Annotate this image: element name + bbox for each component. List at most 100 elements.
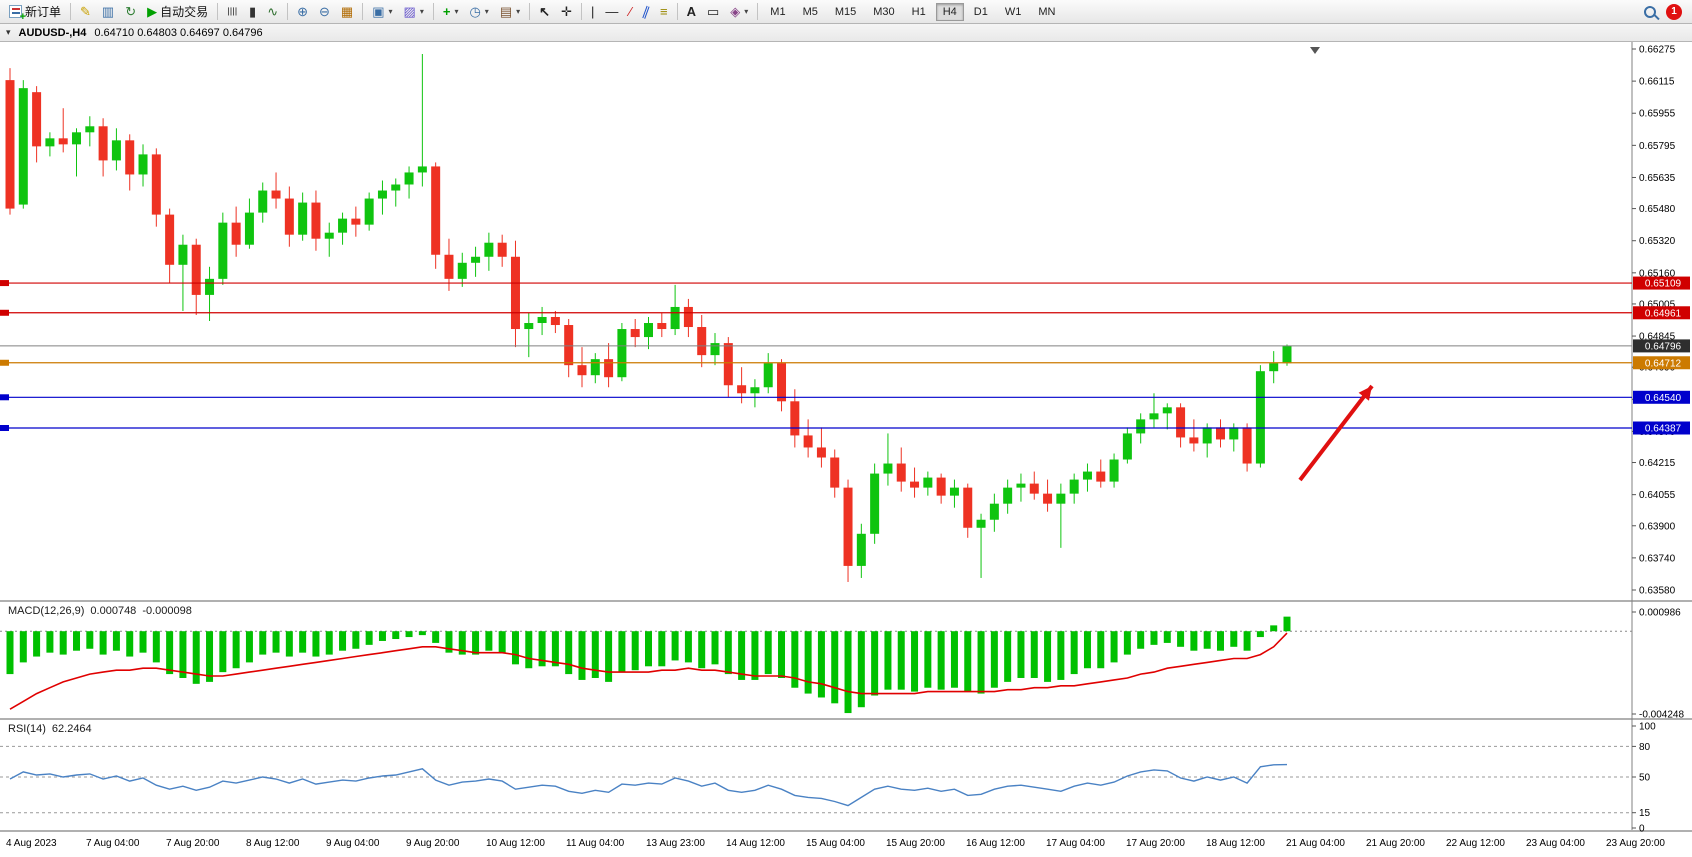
svg-text:7 Aug 20:00: 7 Aug 20:00 <box>166 838 220 849</box>
chart-symbol-period: AUDUSD-,H4 <box>18 26 87 39</box>
hline-0.64712[interactable]: 0.64712 <box>0 356 1690 370</box>
search-icon[interactable] <box>1644 5 1656 18</box>
svg-text:0.64845: 0.64845 <box>1639 332 1676 343</box>
tile-windows-icon: ▦ <box>340 4 354 19</box>
svg-text:0.63580: 0.63580 <box>1639 586 1676 597</box>
svg-text:0.64055: 0.64055 <box>1639 490 1676 501</box>
dropdown-arrow-icon[interactable]: ▾ <box>516 7 521 16</box>
svg-text:17 Aug 04:00: 17 Aug 04:00 <box>1046 838 1105 849</box>
svg-text:0: 0 <box>1639 824 1645 835</box>
toolbar-buttons: 新订单✎▥↻▶自动交易≣▮∿⊕⊖▦▣▾▨▾+▾◷▾▤▾↖✛|—∕∥≡A▭◈▾M1… <box>4 0 1063 23</box>
panel-separator[interactable] <box>0 718 1692 720</box>
dropdown-arrow-icon[interactable]: ▾ <box>419 7 424 16</box>
svg-text:0.65480: 0.65480 <box>1639 204 1676 215</box>
text-label-button[interactable]: ▭ <box>702 2 724 22</box>
svg-text:10 Aug 12:00: 10 Aug 12:00 <box>486 838 545 849</box>
profiles-button[interactable]: ▨ ▾ <box>399 2 429 22</box>
panel-separator[interactable] <box>0 830 1692 832</box>
toolbar-separator <box>217 3 219 20</box>
arrows-button[interactable]: ◈ ▾ <box>725 2 753 22</box>
svg-text:0.64540: 0.64540 <box>1645 393 1682 404</box>
svg-text:0.65109: 0.65109 <box>1645 279 1682 290</box>
timeframe-button-h4[interactable]: H4 <box>935 2 964 21</box>
line-chart-button[interactable]: ∿ <box>262 2 283 22</box>
trendline-button[interactable]: ∕ <box>624 2 636 22</box>
svg-text:14 Aug 12:00: 14 Aug 12:00 <box>726 838 785 849</box>
market-watch-icon: ▥ <box>101 4 115 19</box>
timeframe-button-d1[interactable]: D1 <box>973 5 988 18</box>
macd-signal-line <box>9 632 1288 710</box>
svg-text:9 Aug 04:00: 9 Aug 04:00 <box>326 838 380 849</box>
timeframe-button-m30[interactable]: M30 <box>873 5 895 18</box>
notification-badge[interactable]: 1 <box>1666 3 1682 20</box>
auto-trading-button[interactable]: ▶ 自动交易 <box>142 2 213 22</box>
refresh-button[interactable]: ↻ <box>120 2 141 22</box>
metaeditor-button[interactable]: ✎ <box>75 2 96 22</box>
hline-0.64961[interactable]: 0.64961 <box>0 306 1690 320</box>
timeframe-button-h1[interactable]: H1 <box>911 5 926 18</box>
svg-text:21 Aug 04:00: 21 Aug 04:00 <box>1286 838 1345 849</box>
dropdown-arrow-icon[interactable]: ▾ <box>484 7 489 16</box>
timeframe-button-m5[interactable]: M5 <box>802 5 818 18</box>
horizontal-line-icon: — <box>605 4 619 19</box>
chart-shift-marker[interactable] <box>1310 47 1320 54</box>
vertical-line-button[interactable]: | <box>586 2 599 22</box>
current-price-line: 0.64796 <box>0 339 1690 353</box>
new-order-button[interactable]: 新订单 <box>4 2 66 23</box>
timeframe-button-w1[interactable]: W1 <box>1004 5 1022 18</box>
vertical-line-icon: | <box>590 4 595 19</box>
rsi-panel: 100 80 50 15 0 <box>0 722 1656 835</box>
dropdown-arrow-icon[interactable]: ▾ <box>388 7 393 16</box>
macd-panel: 0.000986 -0.004248 <box>0 608 1684 721</box>
cursor-button[interactable]: ↖ <box>534 2 555 22</box>
svg-text:23 Aug 20:00: 23 Aug 20:00 <box>1606 838 1665 849</box>
crosshair-icon: ✛ <box>561 4 572 19</box>
timeframe-button-mn[interactable]: MN <box>1038 5 1056 18</box>
text-button[interactable]: A <box>682 2 701 22</box>
hline-0.65109[interactable]: 0.65109 <box>0 276 1690 290</box>
toolbar-separator <box>432 3 434 20</box>
arrow-objects-icon: ◈ <box>730 4 741 19</box>
svg-text:15 Aug 04:00: 15 Aug 04:00 <box>806 838 865 849</box>
zoom-in-button[interactable]: ⊕ <box>292 2 313 22</box>
panel-separator[interactable] <box>0 600 1692 602</box>
candlestick-chart-button[interactable]: ▮ <box>244 2 261 22</box>
auto-trading-button-label: 自动交易 <box>160 5 209 19</box>
periods-button[interactable]: ◷ ▾ <box>464 2 493 22</box>
dropdown-arrow-icon[interactable]: ▾ <box>744 7 749 16</box>
timeframe-button-m15[interactable]: M15 <box>834 5 857 18</box>
svg-text:0.63900: 0.63900 <box>1639 521 1676 532</box>
zoom-out-button[interactable]: ⊖ <box>314 2 335 22</box>
metaeditor-icon: ✎ <box>80 4 91 19</box>
chart-canvas[interactable]: 0.66275 0.66115 0.65955 0.65795 0.65635 0.654… <box>0 42 1692 852</box>
chart-menu-icon[interactable]: ▾ <box>6 27 11 37</box>
fibonacci-button[interactable]: ≡ <box>655 2 673 22</box>
svg-text:0.65160: 0.65160 <box>1639 268 1676 279</box>
tile-windows-button[interactable]: ▦ <box>336 2 358 22</box>
channel-button[interactable]: ∥ <box>638 2 655 22</box>
indicators-button[interactable]: + ▾ <box>438 2 464 22</box>
timeframe-button-m1[interactable]: M1 <box>770 5 786 18</box>
svg-text:0.64796: 0.64796 <box>1645 341 1682 352</box>
market-watch-button[interactable]: ▥ <box>97 2 119 22</box>
hline-0.64387[interactable]: 0.64387 <box>0 421 1690 435</box>
chart-window: ▾ AUDUSD-,H4 0.64710 0.64803 0.64697 0.6… <box>0 24 1692 852</box>
profiles-icon: ▨ <box>403 4 416 19</box>
text-label-icon: ▭ <box>706 4 720 19</box>
new-chart-button[interactable]: ▣ ▾ <box>367 2 397 22</box>
hline-0.64540[interactable]: 0.64540 <box>0 390 1690 404</box>
templates-button[interactable]: ▤ ▾ <box>495 2 525 22</box>
cursor-arrow-icon: ↖ <box>539 4 551 19</box>
crosshair-button[interactable]: ✛ <box>556 2 577 22</box>
dropdown-arrow-icon[interactable]: ▾ <box>454 7 459 16</box>
toolbar-separator <box>529 3 531 20</box>
chart-ohlc-values: 0.64710 0.64803 0.64697 0.64796 <box>94 26 263 39</box>
bar-chart-button[interactable]: ≣ <box>222 2 243 22</box>
trend-arrow-annotation[interactable] <box>1298 384 1374 482</box>
svg-text:9 Aug 20:00: 9 Aug 20:00 <box>406 838 460 849</box>
horizontal-line-button[interactable]: — <box>600 2 623 22</box>
chart-title-bar: ▾ AUDUSD-,H4 0.64710 0.64803 0.64697 0.6… <box>0 24 1692 42</box>
time-axis[interactable]: 4 Aug 2023 7 Aug 04:00 7 Aug 20:00 8 Aug 12… <box>6 838 1665 849</box>
candles <box>5 54 1292 582</box>
fibonacci-icon: ≡ <box>660 4 668 19</box>
